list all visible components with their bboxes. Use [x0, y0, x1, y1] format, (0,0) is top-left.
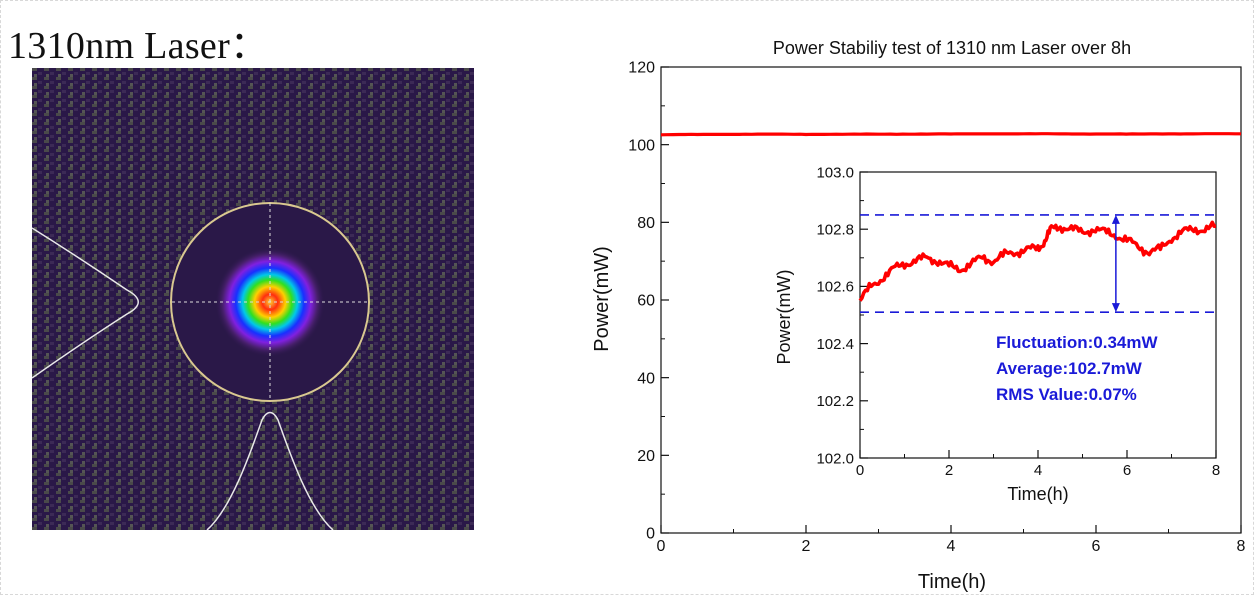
main-y-tick-label: 80	[637, 215, 655, 232]
main-x-tick-label: 2	[802, 538, 811, 555]
fluctuation-arrow-head-top	[1111, 214, 1120, 224]
main-y-tick-label: 0	[646, 526, 655, 543]
inset-y-tick-label: 102.6	[816, 279, 854, 296]
main-x-tick-label: 6	[1092, 538, 1101, 555]
inset-x-tick-label: 6	[1123, 462, 1131, 479]
average-annotation: Average:102.7mW	[996, 359, 1143, 378]
rms-annotation: RMS Value:0.07%	[996, 385, 1137, 404]
main-x-tick-label: 4	[947, 538, 956, 555]
power-stability-chart: 0 2 4 6 8 0 20 40 60 80 100 120 0 2 4 6 8 102.0 102.2 102.4…	[560, 0, 1256, 597]
fluctuation-arrow-head-bottom	[1111, 303, 1120, 313]
main-x-tick-label: 8	[1237, 538, 1246, 555]
chart-title: Power Stabiliy test of 1310 nm Laser ove…	[773, 38, 1131, 58]
inset-y-axis-label: Power(mW)	[774, 270, 794, 365]
vertical-profile-curve	[206, 411, 334, 530]
main-x-tick-label: 0	[657, 538, 666, 555]
inset-plot-frame	[859, 171, 1217, 459]
inset-x-tick-label: 2	[945, 462, 953, 479]
inset-y-tick-label: 102.4	[816, 336, 854, 353]
inset-data-line	[858, 220, 1217, 302]
inset-x-tick-label: 4	[1034, 462, 1042, 479]
page-heading: 1310nm Laser：	[8, 25, 269, 67]
inset-y-tick-label: 102.2	[816, 393, 854, 410]
main-x-axis-label: Time(h)	[918, 571, 986, 593]
inset-y-tick-label: 103.0	[816, 164, 854, 181]
inset-x-axis-label: Time(h)	[1007, 484, 1068, 504]
main-y-tick-label: 120	[628, 60, 655, 77]
main-data-line	[660, 132, 1241, 137]
inset-x-tick-label: 0	[856, 462, 864, 479]
fluctuation-annotation: Fluctuation:0.34mW	[996, 333, 1158, 352]
horizontal-profile-curve	[32, 227, 139, 379]
main-y-tick-label: 60	[637, 293, 655, 310]
beam-profile-image	[32, 68, 474, 530]
main-y-tick-label: 20	[637, 448, 655, 465]
main-y-tick-label: 100	[628, 137, 655, 154]
main-y-tick-label: 40	[637, 370, 655, 387]
inset-y-tick-label: 102.8	[816, 221, 854, 238]
inset-y-tick-label: 102.0	[816, 450, 854, 467]
inset-x-tick-label: 8	[1212, 462, 1220, 479]
main-y-axis-label: Power(mW)	[591, 246, 613, 352]
